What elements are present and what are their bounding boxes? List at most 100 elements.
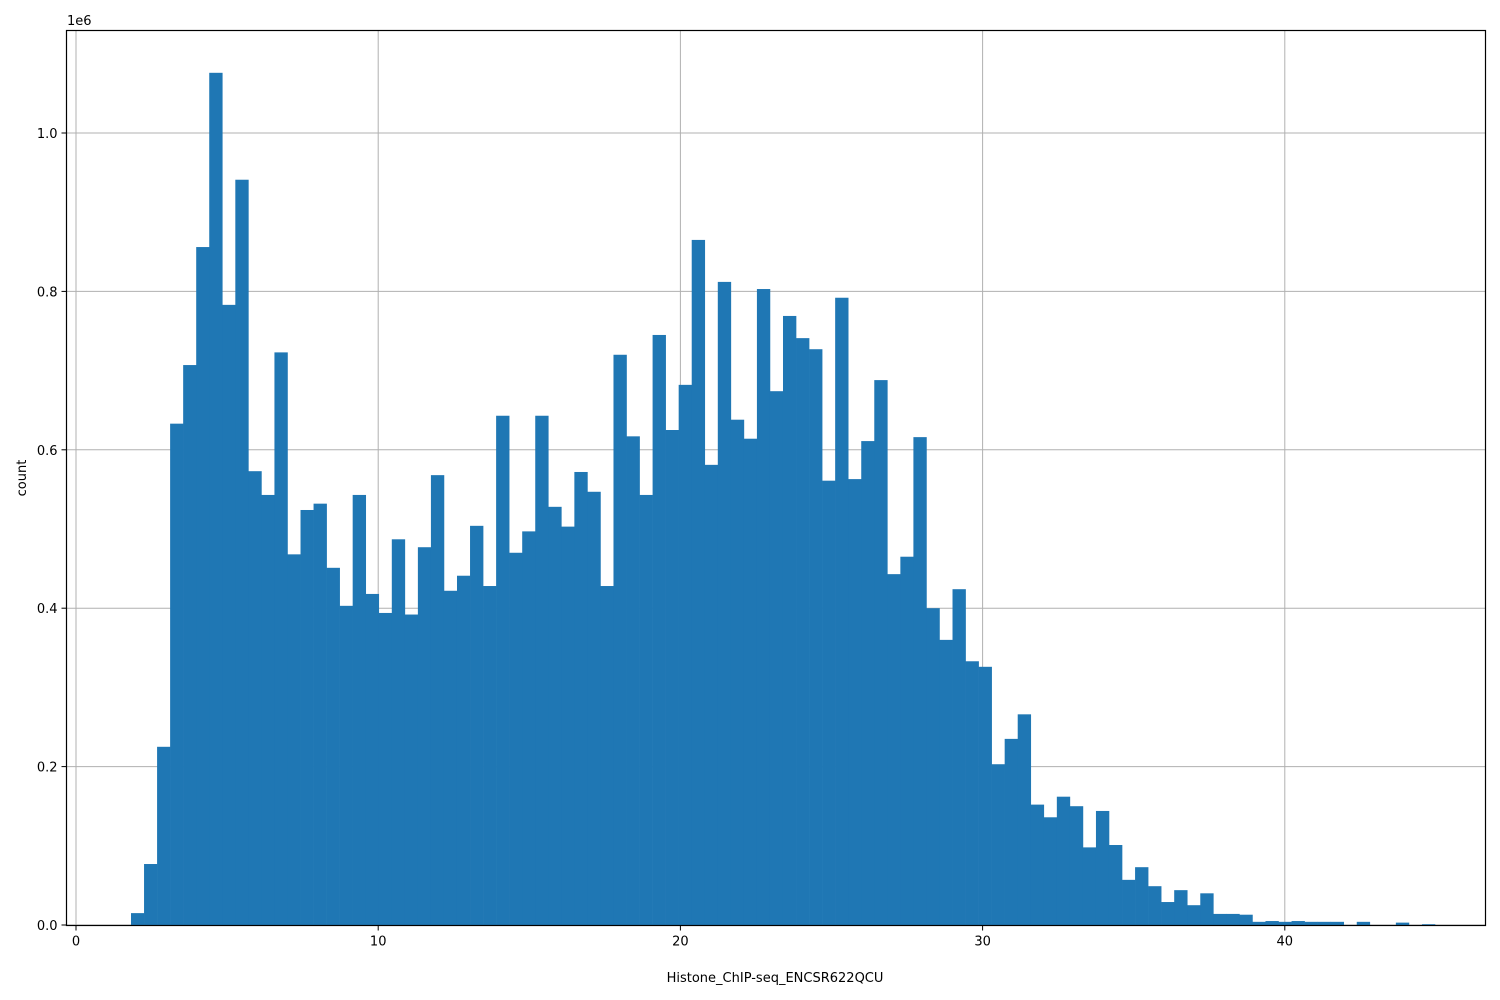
histogram-bar	[1108, 845, 1123, 925]
histogram-bar	[535, 415, 549, 925]
y-tick-label: 0.6	[37, 444, 58, 459]
histogram-bar	[404, 614, 419, 925]
y-offset-label: 1e6	[67, 14, 92, 29]
histogram-bar	[378, 612, 393, 925]
histogram-bar	[1148, 886, 1162, 925]
histogram-bar	[678, 384, 693, 926]
histogram-bar	[483, 586, 497, 925]
histogram-bar	[887, 574, 901, 925]
histogram-bar	[1122, 879, 1136, 925]
histogram-bar	[391, 539, 406, 925]
histogram-bar	[313, 503, 327, 925]
histogram-bar	[1082, 847, 1097, 925]
histogram-bar	[144, 864, 158, 925]
histogram-bar	[196, 247, 210, 926]
histogram-bar	[861, 441, 875, 925]
histogram-bar	[326, 567, 340, 925]
histogram-bar	[1187, 905, 1201, 925]
histogram-bar	[1356, 921, 1371, 925]
histogram-bar	[1161, 902, 1175, 925]
histogram-bar	[991, 764, 1005, 925]
x-tick-label: 0	[72, 935, 80, 950]
histogram-bar	[1135, 867, 1149, 925]
histogram-bar	[913, 437, 927, 925]
histogram-bar	[1213, 913, 1227, 925]
histogram-bar	[417, 547, 432, 925]
histogram-bar	[717, 281, 732, 925]
x-tick-label: 30	[974, 935, 991, 950]
histogram-bar	[926, 608, 940, 925]
histogram-bar	[1030, 804, 1045, 925]
histogram-bar	[365, 593, 380, 925]
histogram-bar	[1017, 714, 1032, 925]
histogram-bar	[743, 438, 758, 925]
histogram-bar	[300, 509, 314, 925]
histogram-bar	[939, 639, 953, 925]
histogram-bar	[1226, 913, 1240, 925]
histogram-bar	[274, 352, 288, 925]
histogram-bar	[261, 494, 275, 925]
histogram-bar	[1304, 921, 1318, 925]
histogram-bar	[782, 315, 797, 925]
axes-frame	[65, 29, 1487, 927]
histogram-bar	[769, 391, 784, 925]
histogram-bar	[1239, 914, 1253, 925]
histogram-bar	[496, 415, 510, 925]
histogram-bar	[1395, 922, 1410, 925]
histogram-bar	[1265, 921, 1279, 925]
histogram-bar	[1317, 921, 1331, 925]
histogram-bar	[1069, 806, 1084, 925]
histogram-bar	[222, 304, 236, 925]
histogram-bar	[1278, 921, 1292, 925]
histogram-bar	[756, 289, 771, 925]
histogram-bar	[561, 526, 575, 925]
histogram-bar	[1043, 817, 1058, 925]
histogram-bar	[352, 494, 367, 925]
y-axis-label: count	[15, 460, 30, 497]
y-tick-label: 0.8	[37, 285, 58, 300]
histogram-bar	[1291, 921, 1305, 925]
histogram-bar	[1056, 796, 1071, 925]
histogram-bar	[626, 436, 640, 925]
histogram-bar	[952, 589, 966, 925]
histogram-bar	[835, 297, 849, 926]
histogram-bar	[456, 575, 471, 925]
histogram-bar	[522, 531, 536, 925]
histogram-bar	[430, 475, 445, 925]
histogram-bar	[574, 471, 588, 925]
histogram-bar	[509, 552, 523, 925]
histogram-bar	[704, 464, 719, 925]
histogram-bar	[1252, 921, 1266, 925]
histogram-bar	[131, 913, 145, 925]
histogram-bar	[1004, 738, 1019, 925]
y-tick-label: 1.0	[37, 127, 58, 142]
histogram-bar	[443, 590, 458, 925]
histogram-bar	[848, 479, 862, 925]
histogram-bar	[652, 334, 666, 926]
y-tick-label: 0.0	[37, 919, 58, 934]
histogram-bar	[339, 605, 353, 925]
histogram-bar	[1174, 890, 1188, 925]
histogram-bar	[587, 491, 601, 925]
histogram-bar	[157, 746, 171, 925]
histogram-bar	[874, 380, 888, 925]
histogram-bar	[183, 365, 197, 925]
histogram-bar	[209, 72, 223, 926]
histogram-bar	[665, 430, 679, 925]
x-axis-ticks: 0 10 20 30 40	[72, 925, 1293, 950]
histogram-bar	[248, 471, 262, 925]
histogram-bar	[822, 480, 836, 925]
histogram-bar	[965, 661, 979, 925]
histogram-bar	[170, 423, 184, 925]
y-tick-label: 0.2	[37, 761, 58, 776]
histogram-bar	[796, 338, 810, 925]
histogram-bar	[1200, 893, 1214, 925]
histogram-bar	[1421, 924, 1436, 925]
histogram-bar	[287, 554, 301, 925]
histogram-bar	[235, 179, 249, 925]
histogram-bar	[900, 556, 914, 925]
histogram-bar	[470, 525, 484, 925]
histogram-bar	[639, 494, 653, 925]
x-tick-label: 10	[370, 935, 387, 950]
